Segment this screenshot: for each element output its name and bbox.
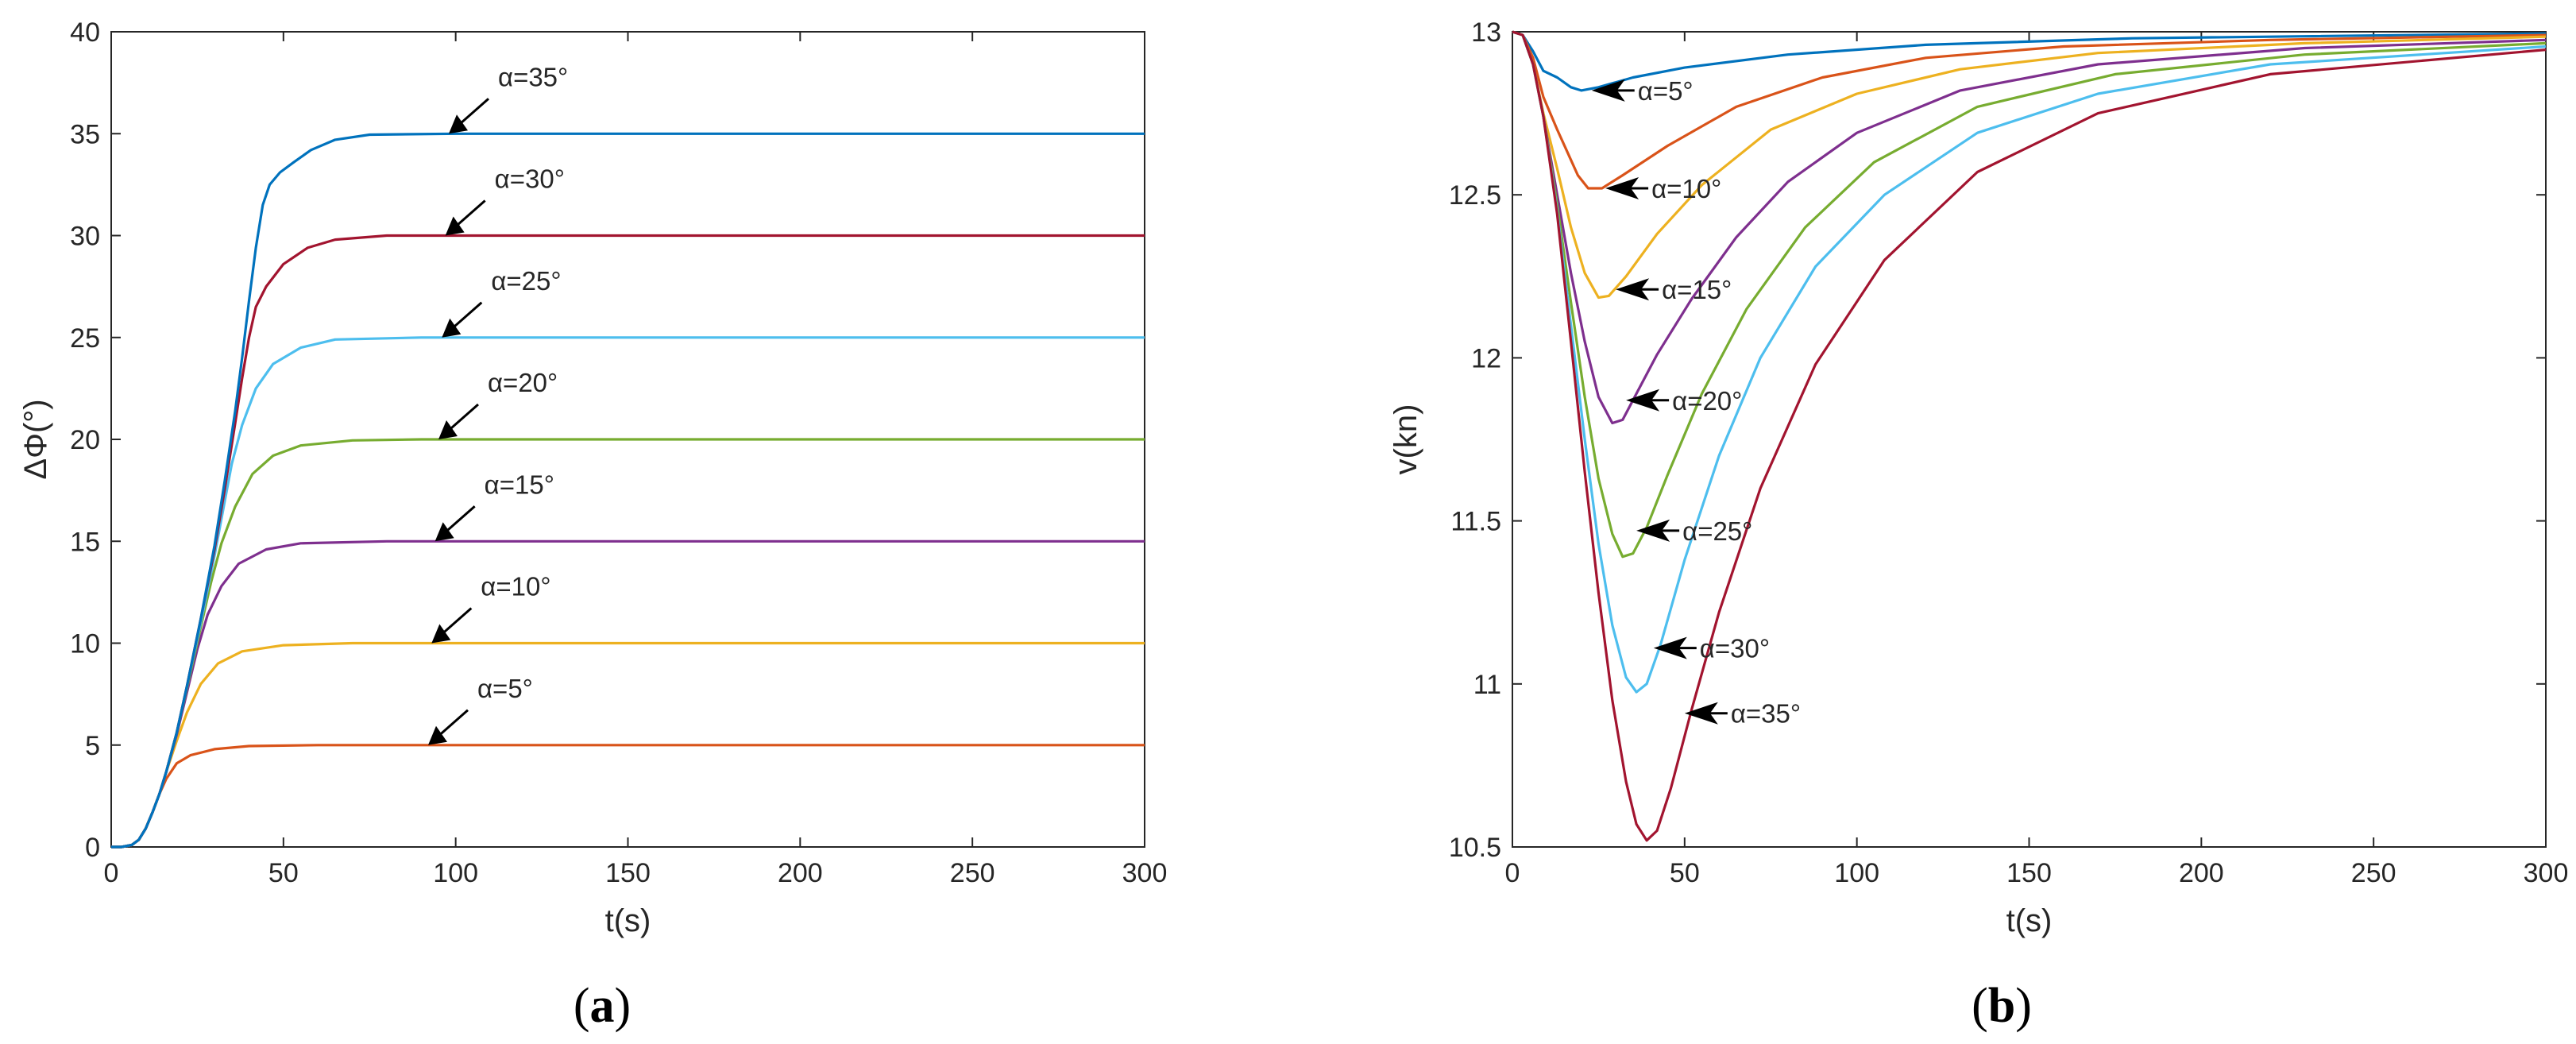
x-tick-label: 50	[1670, 858, 1700, 888]
x-tick-label: 100	[1834, 858, 1879, 888]
x-tick-label: 200	[778, 858, 823, 888]
y-tick-label: 0	[85, 833, 100, 863]
annotation-arrow-head	[1616, 278, 1650, 301]
x-tick-label: 100	[433, 858, 478, 888]
annotation-label: α=30°	[495, 164, 565, 194]
panel-a-label: (a)	[574, 979, 631, 1033]
annotation-label: α=25°	[491, 266, 561, 296]
annotation-arrow-head	[448, 114, 468, 134]
y-tick-label: 12.5	[1449, 180, 1501, 211]
x-tick-label: 250	[2351, 858, 2396, 888]
x-tick-label: 200	[2179, 858, 2224, 888]
panel-a-chart: 0 50 100 150 200 250 300 0 5 10 15 20 25 30 35 40 t(s) ΔΦ…	[18, 17, 1167, 938]
y-tick-label: 12	[1471, 343, 1501, 373]
x-tick-label: 0	[104, 858, 119, 888]
x-tick-label: 150	[605, 858, 651, 888]
y-tick-label: 10	[70, 629, 100, 659]
annotation-arrow-head	[1684, 702, 1718, 725]
annotation-arrow-head	[427, 725, 447, 745]
series-line	[1512, 30, 2547, 92]
y-tick-label: 11.5	[1450, 507, 1501, 537]
annotation-label: α=10°	[1651, 174, 1721, 203]
annotation-label: α=30°	[1700, 634, 1770, 663]
y-axis-label: ΔΦ(°)	[18, 399, 53, 479]
y-tick-label: 25	[70, 323, 100, 354]
annotation-arrow-head	[434, 522, 454, 542]
y-tick-label: 30	[70, 222, 100, 252]
annotation-arrow-head	[1626, 389, 1660, 412]
annotation-arrow-head	[1591, 79, 1625, 102]
annotation-arrow-head	[1636, 519, 1670, 542]
panel-b-label: (b)	[1972, 979, 2032, 1033]
annotation-label: α=35°	[1731, 699, 1801, 729]
x-tick-label: 0	[1505, 858, 1520, 888]
panel-a-paren-close: )	[615, 979, 631, 1033]
annotation-arrow-head	[442, 318, 462, 338]
annotation-arrow-head	[1605, 176, 1639, 199]
annotation-arrow-head	[431, 624, 451, 644]
panel-b-letter: b	[1988, 979, 2015, 1033]
series-line	[1512, 30, 2547, 190]
plot-frame-b	[1512, 31, 2547, 848]
x-tick-label: 150	[2006, 858, 2052, 888]
annotation-label: α=5°	[477, 674, 533, 703]
annotation-arrow-head	[1653, 636, 1687, 659]
annotation-label: α=25°	[1682, 516, 1752, 546]
y-tick-label: 5	[85, 731, 100, 761]
panel-b-chart: 0 50 100 150 200 250 300 10.5 11 11.5 12 12.5 13 t(s)…	[1388, 17, 2568, 938]
x-tick-label: 250	[950, 858, 995, 888]
x-tick-label: 300	[1122, 858, 1168, 888]
y-tick-label: 13	[1471, 17, 1501, 48]
x-axis-label: t(s)	[605, 903, 651, 938]
annotation-label: α=5°	[1638, 76, 1694, 106]
annotation-label: α=15°	[485, 470, 554, 499]
annotation-label: α=20°	[488, 368, 558, 397]
y-tick-label: 35	[70, 119, 100, 149]
y-tick-label: 11	[1473, 670, 1501, 700]
y-tick-label: 10.5	[1449, 833, 1501, 863]
annotation-label: α=15°	[1662, 275, 1732, 304]
annotation-label: α=10°	[481, 572, 550, 601]
y-tick-label: 15	[70, 527, 100, 557]
panel-b-paren-close: )	[2015, 979, 2032, 1033]
y-axis-label: v(kn)	[1388, 404, 1423, 475]
annotation-arrow-head	[438, 420, 458, 439]
x-axis-label: t(s)	[2006, 903, 2053, 938]
annotation-label: α=20°	[1672, 386, 1742, 416]
series-line	[111, 132, 1145, 849]
y-tick-label: 20	[70, 425, 100, 455]
series-line	[1512, 30, 2547, 842]
x-tick-label: 300	[2524, 858, 2569, 888]
panel-a-letter: a	[590, 979, 615, 1033]
x-tick-label: 50	[268, 858, 299, 888]
y-tick-label: 40	[70, 17, 100, 48]
panel-b-paren-open: (	[1972, 979, 1988, 1033]
annotation-label: α=35°	[498, 62, 568, 91]
panel-a-paren-open: (	[574, 979, 590, 1033]
annotation-arrow-head	[445, 216, 465, 236]
